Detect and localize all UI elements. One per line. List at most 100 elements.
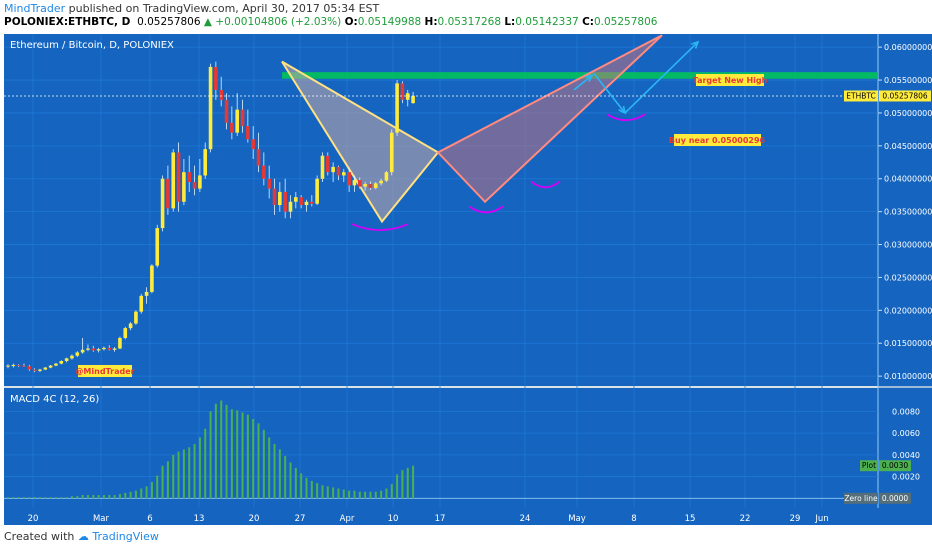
candle-body (256, 149, 261, 166)
time-tick-label: 27 (295, 514, 306, 524)
candle-body (70, 355, 74, 359)
candle-body (48, 365, 53, 368)
badge-name: ETHBTC (846, 91, 875, 100)
candle-body (368, 184, 373, 188)
time-axis-labels: 20 Mar 6 13 20 27 Apr 10 17 24 May 8 15 22 29 Jun (28, 514, 829, 524)
candle-body (384, 172, 389, 181)
macd-bar (369, 491, 372, 499)
macd-histogram (7, 400, 415, 499)
macd-bar (406, 467, 409, 499)
candle-body (320, 155, 325, 179)
candle-body (171, 152, 176, 209)
macd-bar (118, 493, 121, 499)
publish-text: published on TradingView.com, April 30, … (68, 2, 380, 15)
time-gridlines (32, 34, 823, 508)
price-tick-label: 0.04500000 (884, 142, 932, 151)
candle-body (379, 180, 383, 184)
candle-body (357, 180, 362, 187)
macd-bar (92, 495, 95, 499)
support-arc (530, 180, 561, 189)
macd-pane-bg (4, 388, 878, 508)
zero-value: 0.0000 (882, 494, 908, 503)
candle-body (150, 265, 154, 292)
macd-bar (65, 497, 68, 499)
arrow-up-small (573, 74, 593, 91)
candle-body (214, 66, 218, 90)
buy-label-text: Buy near 0.05000296 (669, 136, 766, 145)
macd-bar (225, 404, 228, 499)
plot-value: 0.0030 (882, 461, 908, 470)
zero-value-rect (879, 492, 911, 504)
macd-axis-labels: 0.0080 0.0060 0.0040 0.0020 (892, 407, 920, 481)
candle-body (246, 126, 250, 140)
candle-body (219, 89, 223, 100)
chart-svg[interactable]: Target New High Buy near 0.05000296 @Min… (0, 30, 932, 525)
candle-body (272, 188, 277, 206)
author-link[interactable]: MindTrader (4, 2, 66, 15)
macd-bar (401, 470, 404, 499)
macd-bar (396, 474, 399, 499)
time-axis-bg (4, 508, 932, 525)
macd-bar (81, 495, 84, 499)
time-tick-label: 15 (685, 514, 696, 524)
macd-bar (316, 483, 319, 499)
plot-name: Plot (862, 461, 876, 470)
macd-bar (86, 495, 89, 499)
candle-body (208, 66, 213, 150)
candle-body (315, 178, 319, 204)
macd-bar (140, 488, 143, 499)
support-arc (468, 205, 504, 214)
chart-area[interactable]: Target New High Buy near 0.05000296 @Min… (0, 30, 932, 525)
candle-body (352, 180, 357, 186)
macd-bar (236, 410, 239, 499)
macd-bar (284, 455, 287, 499)
candle-body (187, 172, 192, 183)
candle-body (294, 197, 298, 202)
candle-body (198, 175, 202, 189)
macd-bar (246, 414, 249, 499)
macd-bar (28, 497, 31, 499)
candle-body (341, 172, 346, 176)
tradingview-link[interactable]: TradingView (92, 530, 159, 543)
macd-bar (321, 485, 324, 499)
target-label: Target New High (693, 74, 768, 86)
price-tick-label: 0.02000000 (884, 306, 932, 315)
zero-line-badge: Zero line 0.0000 (844, 492, 911, 504)
candle-body (80, 349, 85, 353)
arrow-up-small-head (584, 74, 594, 83)
price-tick-label: 0.03000000 (884, 241, 932, 250)
watermark-text: @MindTrader (75, 367, 134, 376)
candle-body (251, 139, 255, 150)
candle-body (22, 365, 26, 367)
candle-body (134, 311, 138, 324)
macd-bar (209, 411, 212, 499)
macd-bar (177, 451, 180, 499)
candle-body (59, 360, 64, 364)
macd-bar (294, 467, 297, 499)
candle-body (400, 83, 405, 100)
arrow-down (593, 72, 626, 114)
badge-name-rect (844, 90, 878, 102)
macd-bar (390, 484, 393, 499)
macd-bar (150, 482, 153, 499)
ethbtc-price-badge: ETHBTC 0.05257806 (844, 90, 931, 102)
candle-body (192, 182, 197, 189)
time-tick-label: Jun (814, 514, 828, 524)
macd-title: MACD 4C (12, 26) (10, 394, 99, 405)
candle-body (16, 364, 21, 366)
macd-bar (337, 488, 340, 499)
candle-body (395, 83, 399, 133)
macd-bar (161, 465, 164, 499)
watermark-label: @MindTrader (75, 365, 135, 377)
price-axis-labels: 0.06000000 0.05500000 0.05000000 0.04500000… (878, 43, 932, 381)
close-label: C: (582, 16, 594, 28)
badge-value: 0.05257806 (882, 91, 928, 100)
macd-bar (278, 449, 281, 499)
candle-body (27, 366, 32, 370)
macd-bar (124, 492, 127, 499)
price-tick-label: 0.01500000 (884, 339, 932, 348)
macd-bar (380, 490, 383, 499)
candle-body (230, 122, 234, 133)
arrow-up-long (624, 41, 699, 114)
candle-body (96, 349, 101, 351)
